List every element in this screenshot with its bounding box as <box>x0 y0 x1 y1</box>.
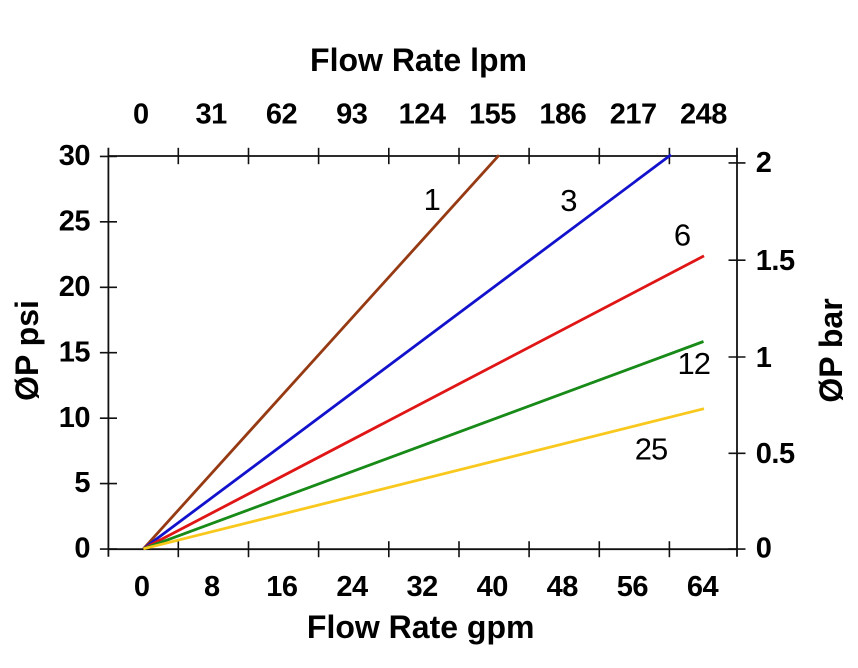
svg-text:Flow Rate gpm: Flow Rate gpm <box>307 609 535 645</box>
svg-text:40: 40 <box>477 571 508 603</box>
svg-text:8: 8 <box>204 571 220 603</box>
svg-text:248: 248 <box>680 98 727 130</box>
svg-text:155: 155 <box>469 98 516 130</box>
svg-text:1: 1 <box>756 342 772 374</box>
svg-text:186: 186 <box>539 98 586 130</box>
svg-text:31: 31 <box>195 98 227 130</box>
svg-text:12: 12 <box>677 346 709 381</box>
svg-text:64: 64 <box>687 571 719 603</box>
svg-text:2: 2 <box>756 147 772 179</box>
svg-text:24: 24 <box>336 571 368 603</box>
svg-text:6: 6 <box>674 218 690 253</box>
svg-text:0: 0 <box>133 98 149 130</box>
svg-text:Flow Rate lpm: Flow Rate lpm <box>310 42 527 78</box>
svg-text:ØP psi: ØP psi <box>9 300 45 401</box>
svg-text:62: 62 <box>266 98 297 130</box>
svg-text:217: 217 <box>610 98 657 130</box>
svg-text:10: 10 <box>59 402 90 434</box>
svg-text:0: 0 <box>74 533 90 565</box>
svg-text:1.5: 1.5 <box>756 245 795 277</box>
svg-text:3: 3 <box>560 183 576 218</box>
svg-text:0: 0 <box>756 533 772 565</box>
svg-text:5: 5 <box>74 467 90 499</box>
svg-text:0.5: 0.5 <box>756 438 795 470</box>
svg-text:32: 32 <box>406 571 437 603</box>
svg-text:56: 56 <box>617 571 649 603</box>
svg-text:25: 25 <box>635 432 667 467</box>
svg-text:1: 1 <box>424 182 440 217</box>
svg-text:0: 0 <box>134 571 150 603</box>
svg-text:93: 93 <box>336 98 368 130</box>
svg-text:20: 20 <box>59 271 90 303</box>
svg-text:30: 30 <box>59 140 90 172</box>
svg-text:16: 16 <box>266 571 298 603</box>
svg-text:48: 48 <box>547 571 579 603</box>
svg-text:124: 124 <box>399 98 446 130</box>
svg-text:15: 15 <box>59 336 91 368</box>
svg-text:ØP bar: ØP bar <box>813 298 849 402</box>
svg-text:25: 25 <box>59 205 91 237</box>
